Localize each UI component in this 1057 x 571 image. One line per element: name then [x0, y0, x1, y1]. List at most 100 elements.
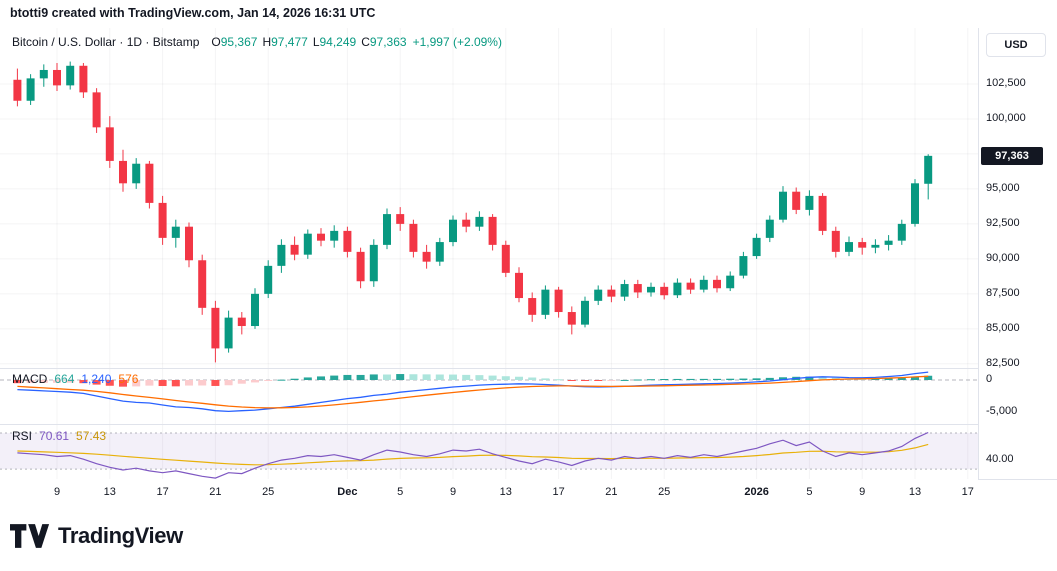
candle [515, 267, 523, 303]
macd-histogram-bar [185, 380, 193, 386]
rsi-pane-chart[interactable] [0, 424, 978, 479]
candle [475, 211, 484, 231]
macd-histogram-bar [515, 376, 523, 380]
macd-legend: MACD 664 1,240 576 [12, 372, 138, 386]
macd-histogram-bar [554, 379, 563, 381]
macd-histogram-bar [92, 380, 101, 385]
candle [726, 271, 735, 292]
price-axis-label: 90,000 [986, 251, 1020, 264]
macd-histogram-bar [713, 378, 721, 380]
candle [488, 214, 497, 251]
candle [911, 179, 919, 227]
indicator-title[interactable]: MACD [12, 372, 48, 386]
macd-histogram-bar [620, 379, 629, 381]
time-axis-label: 17 [961, 486, 974, 498]
candle [39, 64, 48, 87]
macd-histogram-bar [594, 380, 603, 381]
macd-histogram-bar [884, 378, 893, 380]
price-axis[interactable]: USD 102,500 100,000 95,000 92,500 90,000 87,5… [978, 28, 1057, 479]
pane-separator[interactable] [0, 424, 1057, 425]
candle [779, 186, 787, 223]
macd-histogram-bar [39, 380, 48, 383]
time-axis[interactable]: 9 13 17 21 25 Dec 5 9 13 17 21 25 2026 5 9 13 17 [0, 479, 978, 506]
macd-histogram-bar [647, 379, 655, 381]
ohlc-token: H97,477 [262, 35, 308, 49]
candle [79, 62, 88, 98]
candle [581, 296, 589, 328]
candle [739, 251, 748, 279]
candle [145, 160, 154, 209]
macd-histogram-bar [369, 374, 378, 380]
time-axis-label: 21 [209, 486, 222, 498]
macd-histogram-bar [145, 380, 154, 386]
price-axis-label: 102,500 [986, 76, 1026, 89]
symbol-title[interactable]: Bitcoin / U.S. Dollar · 1D · Bitstamp [12, 35, 200, 49]
candle [567, 306, 576, 335]
macd-axis-label: -5,000 [986, 405, 1018, 417]
candle [686, 278, 695, 294]
macd-histogram-bar [26, 380, 35, 384]
macd-histogram-bar [171, 380, 180, 387]
candle [330, 225, 339, 248]
ohlc-token: C97,363 [361, 35, 407, 49]
candle [171, 219, 180, 248]
ohlc-token: O95,367 [211, 35, 258, 49]
candle [699, 275, 708, 293]
rsi-line [17, 431, 929, 479]
currency-button[interactable]: USD [986, 33, 1046, 57]
tradingview-logo-text[interactable]: TradingView [58, 523, 183, 548]
time-axis-label: 25 [262, 486, 275, 498]
macd-histogram-bar [699, 378, 708, 380]
rsi-axis-label: 40.00 [986, 453, 1014, 466]
macd-histogram-bar [343, 374, 352, 380]
time-axis-label: 13 [499, 486, 512, 498]
macd-pane-chart[interactable] [0, 368, 978, 424]
macd-axis-label: 0 [986, 373, 993, 385]
candle [541, 285, 550, 320]
candle [277, 239, 286, 273]
macd-histogram-bar [633, 379, 642, 381]
macd-histogram-bar [871, 378, 880, 380]
macd-histogram-bar [475, 375, 484, 380]
candle [647, 282, 655, 297]
candle [422, 244, 431, 269]
candle [264, 260, 273, 299]
candle [409, 219, 418, 258]
macd-histogram-bar [897, 377, 906, 380]
candle [607, 285, 616, 303]
macd-histogram-bar [303, 377, 312, 380]
candle [594, 285, 603, 306]
candle [858, 237, 867, 255]
candle [831, 226, 840, 258]
macd-histogram-bar [528, 377, 537, 380]
indicator-title[interactable]: RSI [12, 429, 33, 443]
macd-histogram-bar [79, 380, 88, 384]
change-value: +1,997 (+2.09%) [412, 35, 502, 49]
time-axis-label: 17 [156, 486, 169, 498]
candle [792, 187, 801, 215]
indicator-value: 664 [54, 372, 75, 386]
macd-histogram-bar [132, 380, 141, 387]
macd-histogram-bar [290, 378, 299, 380]
candle [435, 237, 444, 266]
candle [396, 207, 405, 231]
pane-separator[interactable] [0, 368, 1057, 369]
time-axis-label: 21 [605, 486, 618, 498]
candle [554, 286, 563, 318]
candle [356, 247, 365, 289]
macd-histogram-bar [330, 375, 339, 380]
macd-histogram-bar [739, 378, 748, 380]
price-axis-label: 100,000 [986, 111, 1026, 124]
price-pane-chart[interactable] [0, 28, 978, 368]
time-axis-label: 2026 [744, 486, 769, 498]
price-axis-label: 92,500 [986, 216, 1020, 229]
candle [633, 279, 642, 299]
time-axis-label: 9 [449, 486, 457, 498]
macd-histogram-bar [660, 379, 669, 381]
tradingview-logo-icon[interactable] [10, 523, 50, 549]
candle [317, 228, 325, 247]
macd-histogram-bar [911, 376, 919, 380]
candle [92, 88, 101, 133]
macd-histogram-bar [277, 379, 286, 381]
